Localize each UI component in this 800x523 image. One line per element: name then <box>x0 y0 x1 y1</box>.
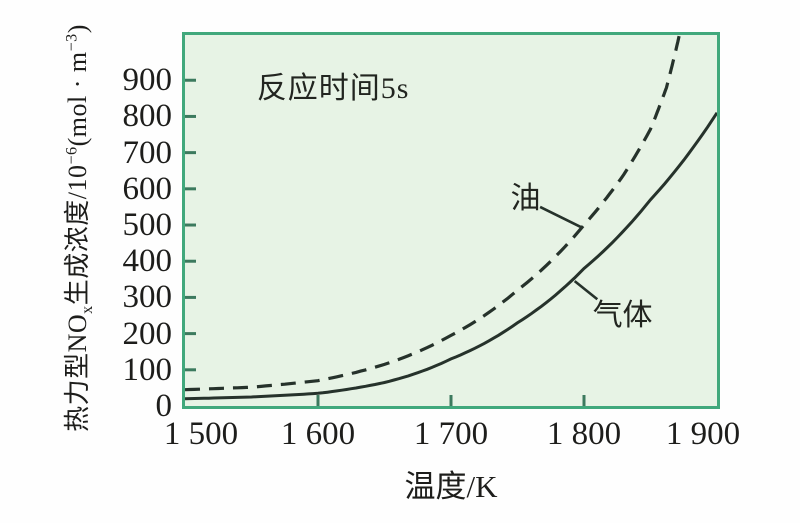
y-tick-label: 200 <box>122 315 173 352</box>
plot-area: 反应时间5s 油气体 <box>182 32 720 409</box>
y-axis-label-superscript: −6 <box>63 146 81 165</box>
gas-curve-label: 气体 <box>592 298 653 332</box>
y-tick-label: 0 <box>155 388 173 424</box>
x-axis-title: 温度/K <box>404 469 498 504</box>
x-tick-label: 1 600 <box>280 416 356 452</box>
y-tick-label: 500 <box>122 207 173 244</box>
y-tick-label: 300 <box>122 279 173 316</box>
annotation-reaction-time: 反应时间5s <box>256 71 410 105</box>
x-tick-label: 1 500 <box>163 416 239 452</box>
oil-curve <box>185 35 682 392</box>
y-tick-label: 400 <box>122 243 173 280</box>
gas-curve <box>185 111 717 401</box>
y-axis-label-subscript: x <box>79 305 97 314</box>
y-tick-label: 100 <box>122 351 173 388</box>
y-axis-label-part: (mol · m <box>62 51 92 147</box>
y-axis-label-superscript: −3 <box>63 33 81 52</box>
y-axis-label-part: 生成浓度/10 <box>62 164 92 306</box>
chart-canvas <box>185 35 717 406</box>
y-tick-label: 800 <box>122 98 173 135</box>
y-axis-label: 热力型NOx生成浓度/10−6(mol · m−3) <box>57 24 97 432</box>
y-tick-label: 900 <box>122 62 173 99</box>
x-tick-label: 1 700 <box>413 416 489 452</box>
x-tick-label: 1 900 <box>665 416 741 452</box>
y-axis-label-part: 热力型NO <box>62 313 92 432</box>
y-tick-label: 700 <box>122 134 173 171</box>
y-tick-label: 600 <box>122 170 173 207</box>
oil-label-leader <box>539 205 584 230</box>
x-tick-label: 1 800 <box>546 416 622 452</box>
y-axis-label-part: ) <box>62 24 92 34</box>
oil-curve-label: 油 <box>510 181 541 215</box>
gas-label-leader <box>573 280 599 301</box>
